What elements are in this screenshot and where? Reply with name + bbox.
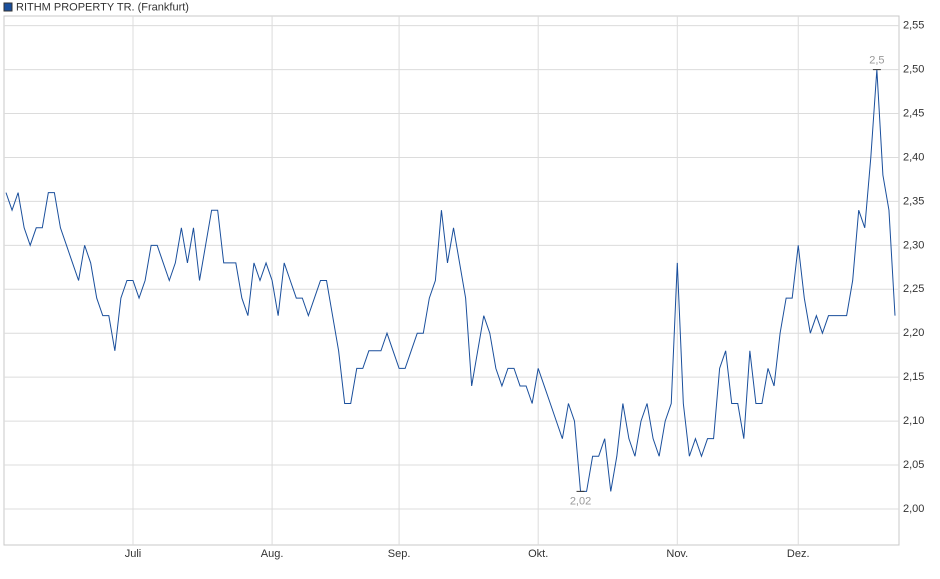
plot-frame: [3, 15, 900, 546]
y-tick-label: 2,25: [903, 283, 924, 295]
x-tick-label: Sep.: [388, 548, 411, 560]
x-tick-label: Okt.: [528, 548, 548, 560]
legend-label: RITHM PROPERTY TR. (Frankfurt): [16, 1, 189, 13]
y-tick-label: 2,40: [903, 151, 924, 163]
y-tick-label: 2,10: [903, 415, 924, 427]
x-tick-label: Nov.: [666, 548, 688, 560]
y-tick-label: 2,20: [903, 327, 924, 339]
price-line: [5, 69, 896, 492]
value-label: 2,02: [570, 495, 591, 507]
value-label: 2,5: [869, 55, 884, 67]
y-tick-label: 2,15: [903, 371, 924, 383]
y-tick-label: 2,30: [903, 239, 924, 251]
y-tick-label: 2,05: [903, 459, 924, 471]
legend-swatch: [3, 2, 13, 12]
y-tick-label: 2,55: [903, 20, 924, 32]
y-tick-label: 2,35: [903, 195, 924, 207]
x-tick-label: Dez.: [787, 548, 810, 560]
x-tick-label: Juli: [125, 548, 142, 560]
y-tick-label: 2,00: [903, 503, 924, 515]
legend: RITHM PROPERTY TR. (Frankfurt): [3, 1, 189, 13]
y-tick-label: 2,45: [903, 107, 924, 119]
x-tick-label: Aug.: [261, 548, 284, 560]
y-tick-label: 2,50: [903, 64, 924, 76]
